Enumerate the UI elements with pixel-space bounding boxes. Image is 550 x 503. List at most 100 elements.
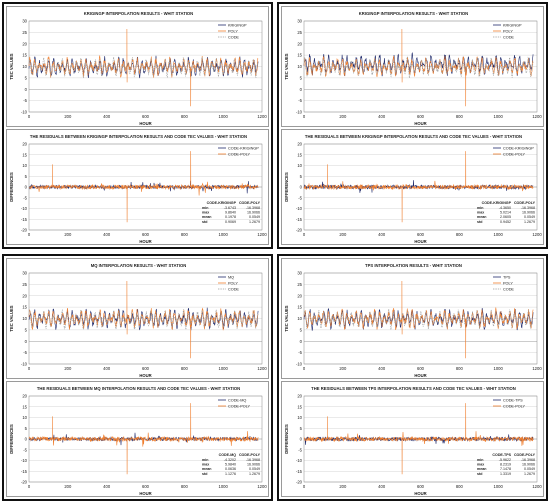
y-tick-label: 25 xyxy=(297,282,302,287)
x-axis-label: HOUR xyxy=(414,239,426,244)
y-tick-label: 30 xyxy=(22,271,27,276)
series-line-code xyxy=(28,308,259,331)
x-tick-label: 200 xyxy=(64,366,72,371)
x-tick-label: 400 xyxy=(378,114,386,119)
chart-title: THE RESIDUALS BETWEEN KRIGINGP INTERPOLA… xyxy=(30,134,247,139)
chart-panel-tps-interp: TPS INTERPOLATION RESULTS - WHIT STATION… xyxy=(281,258,544,379)
x-tick-label: 1200 xyxy=(257,366,267,371)
chart-svg: THE RESIDUALS BETWEEN KRIGINGP INTERPOLA… xyxy=(284,134,542,244)
y-tick-label: 5 xyxy=(25,174,28,179)
legend-label: CODE xyxy=(228,36,239,40)
stats-value: 0.0549 xyxy=(249,215,260,219)
stats-value: -4.3202 xyxy=(224,458,236,462)
y-tick-label: -10 xyxy=(21,362,28,367)
y-tick-label: 5 xyxy=(25,75,28,80)
x-tick-label: 600 xyxy=(417,114,425,119)
stats-col-header: CODE-POLY xyxy=(514,453,536,457)
stats-row-label: mean xyxy=(477,467,486,471)
chart-svg: THE RESIDUALS BETWEEN MQ INTERPOLATION R… xyxy=(9,386,267,496)
chart-title: THE RESIDUALS BETWEEN TPS INTERPOLATION … xyxy=(311,386,516,391)
y-tick-label: 20 xyxy=(22,41,27,46)
x-tick-label: 200 xyxy=(64,484,72,489)
y-tick-label: 0 xyxy=(25,437,28,442)
y-tick-label: -10 xyxy=(296,110,303,115)
stats-value: 9.8640 xyxy=(225,211,236,215)
y-tick-label: -10 xyxy=(21,110,28,115)
y-tick-label: -20 xyxy=(296,480,303,485)
y-tick-label: 5 xyxy=(300,174,303,179)
stats-value: 0.0636 xyxy=(225,467,236,471)
stats-col-header: CODE-KRIGINGP xyxy=(207,201,237,205)
legend-label: CODE-KRIGINGP xyxy=(503,147,534,151)
y-tick-label: 20 xyxy=(297,41,302,46)
y-tick-label: -5 xyxy=(23,447,27,452)
plot-area xyxy=(28,143,263,231)
legend-label: POLY xyxy=(228,282,238,286)
legend-label: POLY xyxy=(503,30,513,34)
stats-row-label: min xyxy=(477,206,483,210)
x-tick-label: 0 xyxy=(303,484,306,489)
chart-svg: THE RESIDUALS BETWEEN KRIGINGP INTERPOLA… xyxy=(9,134,267,244)
x-tick-label: 1200 xyxy=(257,232,267,237)
legend-label: MQ xyxy=(228,276,234,280)
y-tick-label: 15 xyxy=(22,404,27,409)
x-tick-label: 200 xyxy=(64,232,72,237)
y-tick-label: 10 xyxy=(297,64,302,69)
legend-label: POLY xyxy=(228,30,238,34)
stats-value: 1.2679 xyxy=(524,472,535,476)
chart-title: THE RESIDUALS BETWEEN KRIGINGP INTERPOLA… xyxy=(305,134,522,139)
stats-row-label: max xyxy=(477,211,484,215)
y-tick-label: 15 xyxy=(22,152,27,157)
legend-label: CODE-POLY xyxy=(228,153,251,157)
stats-value: -16.3968 xyxy=(521,206,535,210)
stats-col-header: CODE-POLY xyxy=(239,453,261,457)
y-tick-label: -15 xyxy=(21,469,28,474)
stats-value: -16.3968 xyxy=(246,458,260,462)
series-line-code-poly xyxy=(28,403,259,475)
y-axis-label: DIFFERENCES xyxy=(284,172,289,202)
stats-row-label: std xyxy=(477,220,482,224)
x-axis-label: HOUR xyxy=(139,373,151,378)
y-tick-label: 10 xyxy=(22,163,27,168)
x-axis-label: HOUR xyxy=(414,491,426,496)
stats-value: 5.0214 xyxy=(500,211,511,215)
x-tick-label: 800 xyxy=(456,114,464,119)
stats-value: 7.1478 xyxy=(500,467,511,471)
legend-label: CODE-MQ xyxy=(228,399,246,403)
legend-label: CODE-KRIGINGP xyxy=(228,147,259,151)
y-tick-label: -10 xyxy=(21,206,28,211)
stats-value: 0.9452 xyxy=(500,220,511,224)
y-tick-label: -15 xyxy=(296,217,303,222)
y-tick-label: 5 xyxy=(300,327,303,332)
stats-row-label: min xyxy=(477,458,483,462)
y-tick-label: 5 xyxy=(300,75,303,80)
chart-panel-mq-interp: MQ INTERPOLATION RESULTS - WHIT STATION -… xyxy=(6,258,269,379)
y-tick-label: 20 xyxy=(22,394,27,399)
y-tick-label: 10 xyxy=(22,316,27,321)
stats-value: 0.0549 xyxy=(249,467,260,471)
y-tick-label: 0 xyxy=(300,437,303,442)
stats-row-label: max xyxy=(202,211,209,215)
x-tick-label: 400 xyxy=(378,484,386,489)
x-tick-label: 200 xyxy=(339,366,347,371)
y-tick-label: -5 xyxy=(298,98,302,103)
stats-value: 1.2679 xyxy=(524,220,535,224)
stats-row-label: mean xyxy=(202,215,211,219)
y-tick-label: -10 xyxy=(296,458,303,463)
legend-label: CODE xyxy=(228,288,239,292)
x-axis-label: HOUR xyxy=(139,121,151,126)
series-line-code xyxy=(303,308,534,330)
x-tick-label: 400 xyxy=(103,366,111,371)
x-tick-label: 1200 xyxy=(532,484,542,489)
x-tick-label: 0 xyxy=(28,484,31,489)
x-tick-label: 600 xyxy=(417,232,425,237)
x-tick-label: 800 xyxy=(456,484,464,489)
x-tick-label: 600 xyxy=(142,232,150,237)
stats-value: 2.0605 xyxy=(500,215,511,219)
stats-value: 16.9066 xyxy=(247,463,260,467)
x-tick-label: 400 xyxy=(378,366,386,371)
x-tick-label: 1200 xyxy=(257,484,267,489)
y-tick-label: 15 xyxy=(297,404,302,409)
x-tick-label: 0 xyxy=(28,232,31,237)
x-tick-label: 200 xyxy=(339,484,347,489)
